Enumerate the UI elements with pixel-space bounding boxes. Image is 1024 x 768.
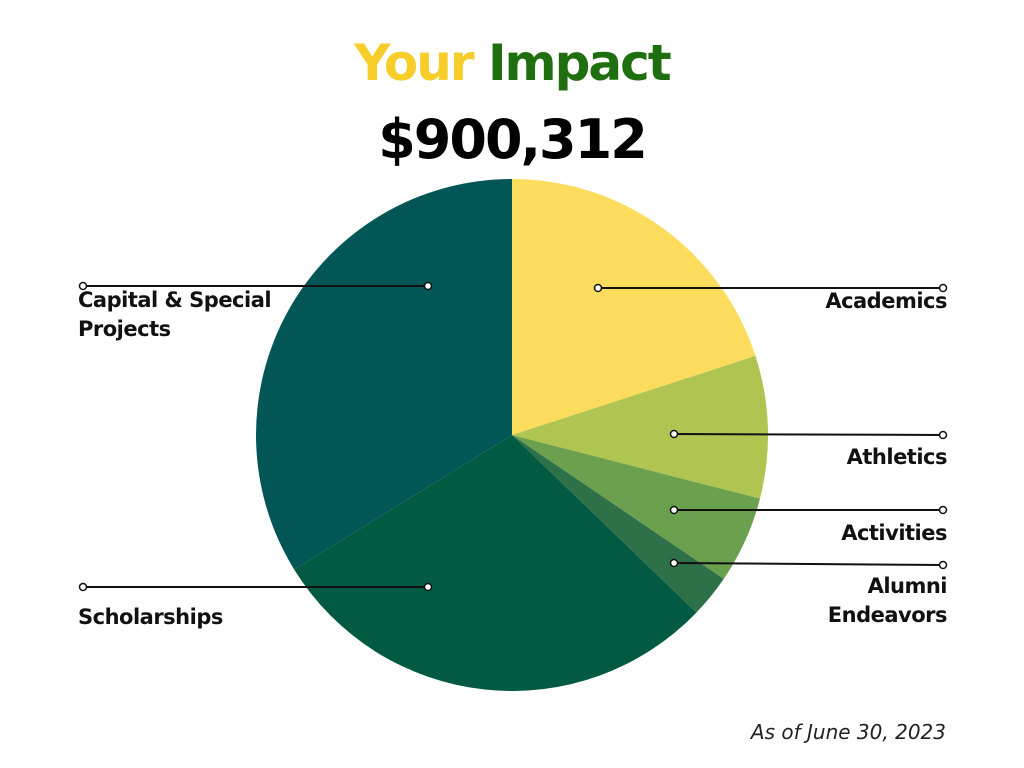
leader-dot	[78, 281, 88, 291]
leader-dot	[938, 560, 948, 570]
category-label: Athletics	[846, 445, 948, 469]
pie-slice	[294, 435, 697, 692]
leader-dot	[669, 505, 679, 515]
chart-title: Your Impact	[0, 34, 1024, 92]
leader-dot	[938, 505, 948, 515]
pie-slice	[256, 179, 512, 570]
pie-slice	[512, 355, 768, 499]
category-label: Activities	[841, 521, 947, 545]
title-word: Impact	[487, 34, 672, 92]
leader-dot	[593, 283, 603, 293]
title-word: Your	[354, 34, 474, 92]
leader-dot	[938, 283, 948, 293]
leader-line	[673, 562, 944, 566]
total-amount: $900,312	[378, 108, 648, 171]
leader-dot	[669, 429, 679, 439]
leader-dot	[423, 582, 433, 592]
date-note: As of June 30, 2023	[750, 720, 946, 744]
leader-dot	[78, 582, 88, 592]
pie-slice	[512, 435, 760, 579]
pie-slice	[512, 179, 756, 435]
leader-dot	[938, 430, 948, 440]
pie-slice	[512, 435, 724, 613]
leader-line	[673, 433, 944, 436]
category-label: Academics	[825, 289, 947, 313]
leader-dot	[669, 558, 679, 568]
category-label: Alumni Endeavors	[827, 574, 948, 627]
category-label: Scholarships	[78, 605, 223, 629]
leader-dot	[423, 281, 433, 291]
category-label: Capital & Special Projects	[78, 288, 272, 341]
